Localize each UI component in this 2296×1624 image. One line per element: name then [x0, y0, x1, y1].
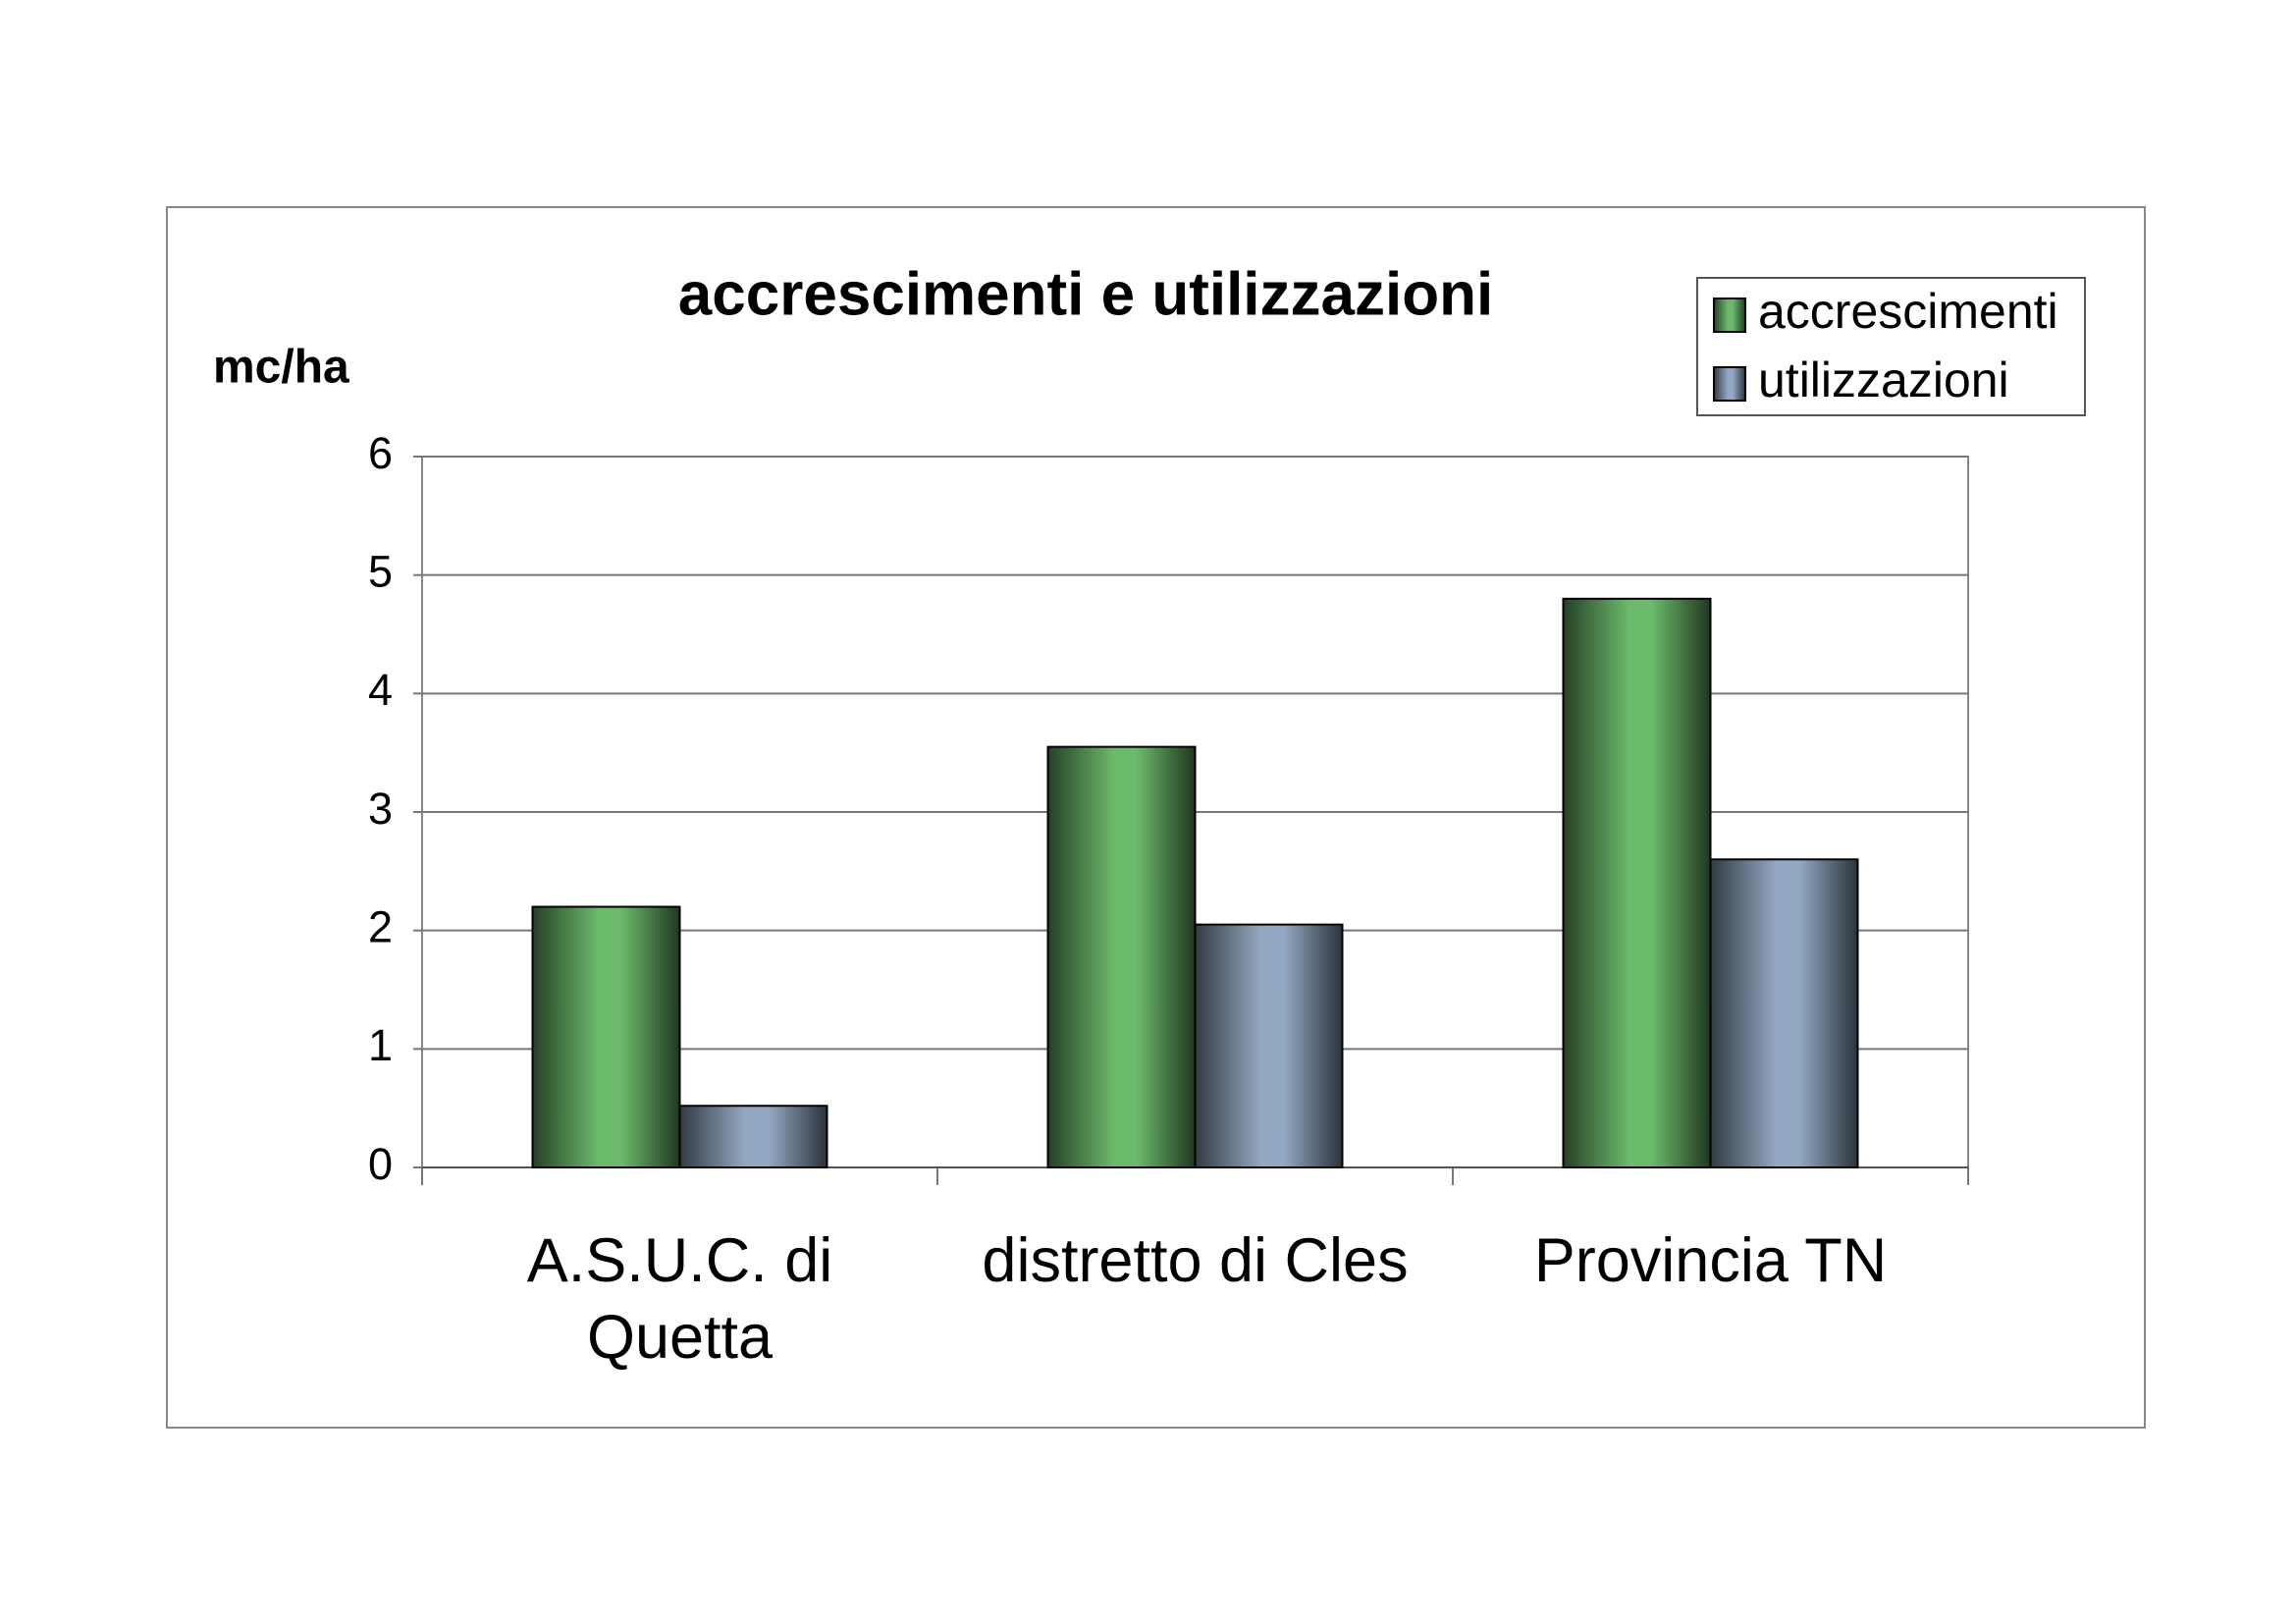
bar — [1194, 923, 1344, 1169]
chart-title: accrescimenti e utilizzazioni — [678, 260, 1493, 328]
y-tick-label: 1 — [368, 1020, 393, 1070]
bar — [531, 905, 681, 1168]
legend-swatch — [1713, 366, 1746, 402]
bar — [1046, 745, 1197, 1169]
y-tick-label: 0 — [368, 1139, 393, 1189]
legend-swatch — [1713, 298, 1746, 333]
bar — [1709, 858, 1859, 1168]
y-tick-label: 6 — [368, 428, 393, 478]
legend-box — [1696, 277, 2086, 416]
x-tick-label: A.S.U.C. di Quetta — [526, 1226, 833, 1372]
y-tick-label: 2 — [368, 902, 393, 952]
x-tick-label: Provincia TN — [1533, 1226, 1888, 1295]
x-tick-label: distretto di Cles — [982, 1226, 1409, 1295]
legend-label: utilizzazioni — [1758, 352, 2009, 407]
y-tick-label: 4 — [368, 665, 393, 715]
bar — [1562, 597, 1712, 1168]
legend-label: accrescimenti — [1758, 284, 2058, 339]
y-axis-label: mc/ha — [213, 342, 349, 394]
y-tick-label: 5 — [368, 547, 393, 597]
y-tick-label: 3 — [368, 784, 393, 834]
bar — [678, 1105, 828, 1168]
